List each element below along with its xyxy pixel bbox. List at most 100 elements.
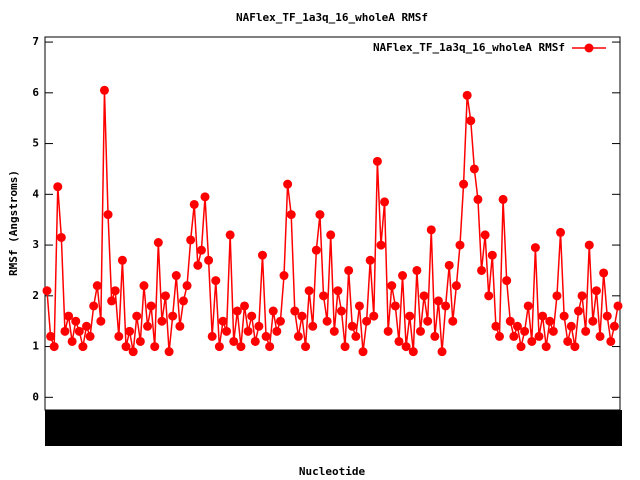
data-point — [164, 347, 174, 357]
data-point — [265, 342, 275, 352]
data-point — [354, 301, 364, 311]
data-point — [520, 326, 530, 336]
data-point — [588, 316, 598, 326]
data-point — [207, 331, 217, 341]
data-point — [451, 281, 461, 291]
data-point — [591, 286, 601, 296]
data-point — [444, 260, 454, 270]
data-point — [46, 331, 56, 341]
data-point — [570, 342, 580, 352]
data-point — [110, 286, 120, 296]
y-tick-label: 7 — [32, 35, 39, 48]
data-point — [146, 301, 156, 311]
data-point — [319, 291, 329, 301]
data-point — [85, 331, 95, 341]
data-point — [315, 210, 325, 220]
data-point — [171, 271, 181, 281]
data-point — [49, 342, 59, 352]
data-point — [204, 255, 214, 265]
data-point — [125, 326, 135, 336]
data-point — [243, 326, 253, 336]
data-point — [53, 182, 63, 192]
data-point — [211, 276, 221, 286]
data-point — [236, 342, 246, 352]
data-point — [477, 265, 487, 275]
data-point — [455, 240, 465, 250]
data-point — [193, 260, 203, 270]
data-point — [362, 316, 372, 326]
data-point — [74, 326, 84, 336]
data-point — [387, 281, 397, 291]
data-point — [469, 164, 479, 174]
data-point — [161, 291, 171, 301]
data-point — [132, 311, 142, 321]
data-point — [311, 245, 321, 255]
data-point — [254, 321, 264, 331]
data-point — [200, 192, 210, 202]
data-point — [383, 326, 393, 336]
data-point — [430, 331, 440, 341]
data-point — [405, 311, 415, 321]
data-point — [232, 306, 242, 316]
data-point — [99, 85, 109, 95]
data-point — [336, 306, 346, 316]
data-point — [117, 255, 127, 265]
data-point — [412, 265, 422, 275]
data-point — [573, 306, 583, 316]
data-point — [441, 301, 451, 311]
data-point — [153, 238, 163, 248]
data-point — [78, 342, 88, 352]
data-point — [121, 342, 131, 352]
data-point — [56, 232, 66, 242]
data-point — [577, 291, 587, 301]
data-point — [322, 316, 332, 326]
data-point — [182, 281, 192, 291]
data-point — [301, 342, 311, 352]
data-point — [82, 321, 92, 331]
data-point — [372, 156, 382, 166]
data-point — [92, 281, 102, 291]
data-point — [516, 342, 526, 352]
data-point — [240, 301, 250, 311]
data-point — [415, 326, 425, 336]
data-point — [175, 321, 185, 331]
data-point — [369, 311, 379, 321]
data-point — [293, 331, 303, 341]
data-point — [128, 347, 138, 357]
data-point — [168, 311, 178, 321]
data-point — [283, 179, 293, 189]
data-point — [502, 276, 512, 286]
data-point — [459, 179, 469, 189]
data-point — [609, 321, 619, 331]
legend-marker — [584, 43, 594, 53]
y-tick-label: 0 — [32, 390, 39, 403]
data-point — [250, 336, 260, 346]
data-point — [462, 90, 472, 100]
data-point — [297, 311, 307, 321]
data-point — [545, 316, 555, 326]
data-point — [523, 301, 533, 311]
data-point — [480, 230, 490, 240]
data-point — [473, 194, 483, 204]
data-point — [64, 311, 74, 321]
data-point — [599, 268, 609, 278]
data-point — [107, 296, 117, 306]
data-point — [340, 342, 350, 352]
data-point — [606, 336, 616, 346]
data-point — [222, 326, 232, 336]
data-point — [218, 316, 228, 326]
data-point — [484, 291, 494, 301]
data-point — [333, 286, 343, 296]
data-point — [548, 326, 558, 336]
data-point — [559, 311, 569, 321]
data-point — [351, 331, 361, 341]
y-tick-label: 5 — [32, 137, 39, 150]
data-point — [139, 281, 149, 291]
data-point — [89, 301, 99, 311]
data-point — [390, 301, 400, 311]
y-tick-label: 1 — [32, 340, 39, 353]
data-point — [257, 250, 267, 260]
dense-x-tick-labels — [45, 410, 622, 446]
data-point — [556, 227, 566, 237]
data-point — [613, 301, 623, 311]
